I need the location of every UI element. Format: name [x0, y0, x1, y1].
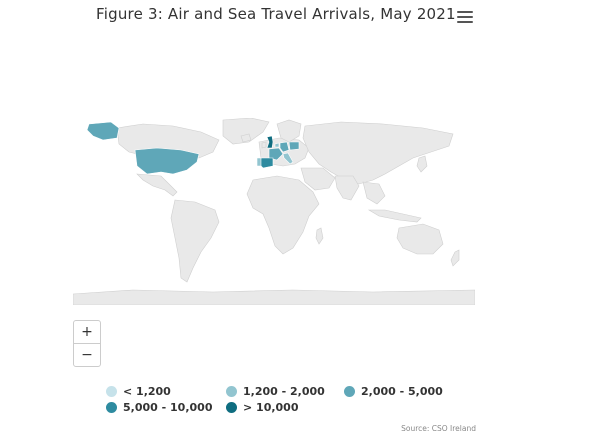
india-region[interactable]	[334, 175, 360, 201]
united-kingdom-region[interactable]	[266, 135, 274, 149]
africa-region[interactable]	[246, 175, 320, 255]
world-map	[73, 118, 475, 305]
united-states-region[interactable]	[134, 147, 200, 175]
legend-item-2000-5000[interactable]: 2,000 - 5,000	[344, 385, 443, 398]
legend-label-lt-1200: < 1,200	[123, 385, 171, 398]
legend-label-5000-10000: 5,000 - 10,000	[123, 401, 213, 414]
legend-swatch-gt-10000	[226, 402, 237, 413]
southeast-asia-region[interactable]	[362, 181, 386, 205]
legend-item-gt-10000[interactable]: > 10,000	[226, 401, 299, 414]
legend-item-1200-2000[interactable]: 1,200 - 2,000	[226, 385, 325, 398]
portugal-region[interactable]	[256, 157, 262, 167]
legend-swatch-2000-5000	[344, 386, 355, 397]
legend-item-lt-1200[interactable]: < 1,200	[106, 385, 171, 398]
france-region[interactable]	[268, 147, 284, 161]
antarctica-region[interactable]	[73, 289, 475, 305]
italy-region[interactable]	[282, 152, 294, 165]
ireland-region[interactable]	[261, 141, 267, 149]
indonesia-region[interactable]	[367, 209, 422, 223]
legend-swatch-lt-1200	[106, 386, 117, 397]
middle-east-region[interactable]	[300, 167, 336, 191]
source-credit: Source: CSO Ireland	[401, 424, 476, 433]
netherlands-region[interactable]	[274, 142, 280, 148]
zoom-out-button[interactable]: −	[74, 343, 100, 366]
iceland-region[interactable]	[240, 133, 252, 143]
legend-swatch-1200-2000	[226, 386, 237, 397]
legend-item-5000-10000[interactable]: 5,000 - 10,000	[106, 401, 212, 414]
mexico-region[interactable]	[136, 173, 178, 197]
greenland-region[interactable]	[222, 118, 270, 145]
legend-label-1200-2000: 1,200 - 2,000	[243, 385, 325, 398]
alaska-region[interactable]	[86, 121, 120, 141]
zoom-in-button[interactable]: +	[81, 324, 93, 340]
hamburger-menu-icon[interactable]	[457, 10, 473, 24]
germany-region[interactable]	[279, 141, 290, 153]
zoom-controls: + −	[73, 320, 101, 367]
madagascar-region[interactable]	[315, 227, 324, 245]
legend-label-2000-5000: 2,000 - 5,000	[361, 385, 443, 398]
legend-label-gt-10000: > 10,000	[243, 401, 299, 414]
australia-region[interactable]	[396, 223, 444, 255]
legend-swatch-5000-10000	[106, 402, 117, 413]
scandinavia-region[interactable]	[276, 119, 302, 143]
new-zealand-region[interactable]	[450, 249, 460, 267]
poland-region[interactable]	[288, 141, 300, 151]
south-america-region[interactable]	[170, 199, 220, 283]
japan-region[interactable]	[416, 155, 428, 173]
chart-title: Figure 3: Air and Sea Travel Arrivals, M…	[96, 5, 456, 23]
asia-region[interactable]	[302, 121, 454, 185]
